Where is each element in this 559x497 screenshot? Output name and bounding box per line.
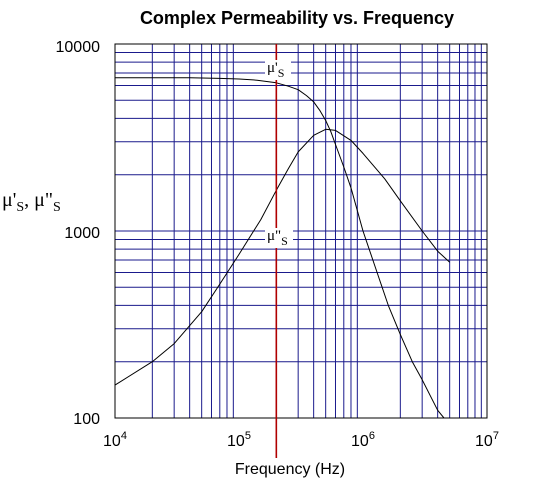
y-tick-label: 10000 — [56, 39, 101, 56]
grid — [115, 44, 487, 418]
y-axis-label: μ'S, μ"S — [2, 189, 61, 215]
x-tick-label: 107 — [475, 430, 499, 450]
series-label-mu-s-double-prime: μ"S — [265, 228, 293, 248]
x-tick-label: 105 — [227, 430, 251, 450]
chart-title: Complex Permeability vs. Frequency — [140, 8, 454, 28]
x-axis-label: Frequency (Hz) — [235, 461, 345, 478]
x-tick-label: 104 — [103, 430, 127, 450]
curves — [114, 77, 451, 419]
plot-frame — [114, 43, 488, 419]
x-tick-label: 106 — [351, 430, 375, 450]
y-tick-label: 100 — [73, 411, 100, 428]
y-tick-label: 1000 — [64, 225, 100, 242]
svg-text:μ"S: μ"S — [267, 228, 288, 248]
series-line-mu-s-prime — [115, 77, 445, 419]
series-label-mu-s-prime: μ'S — [265, 60, 291, 80]
series-line-mu-s-double-prime — [114, 128, 451, 386]
svg-text:μ'S: μ'S — [267, 60, 284, 80]
